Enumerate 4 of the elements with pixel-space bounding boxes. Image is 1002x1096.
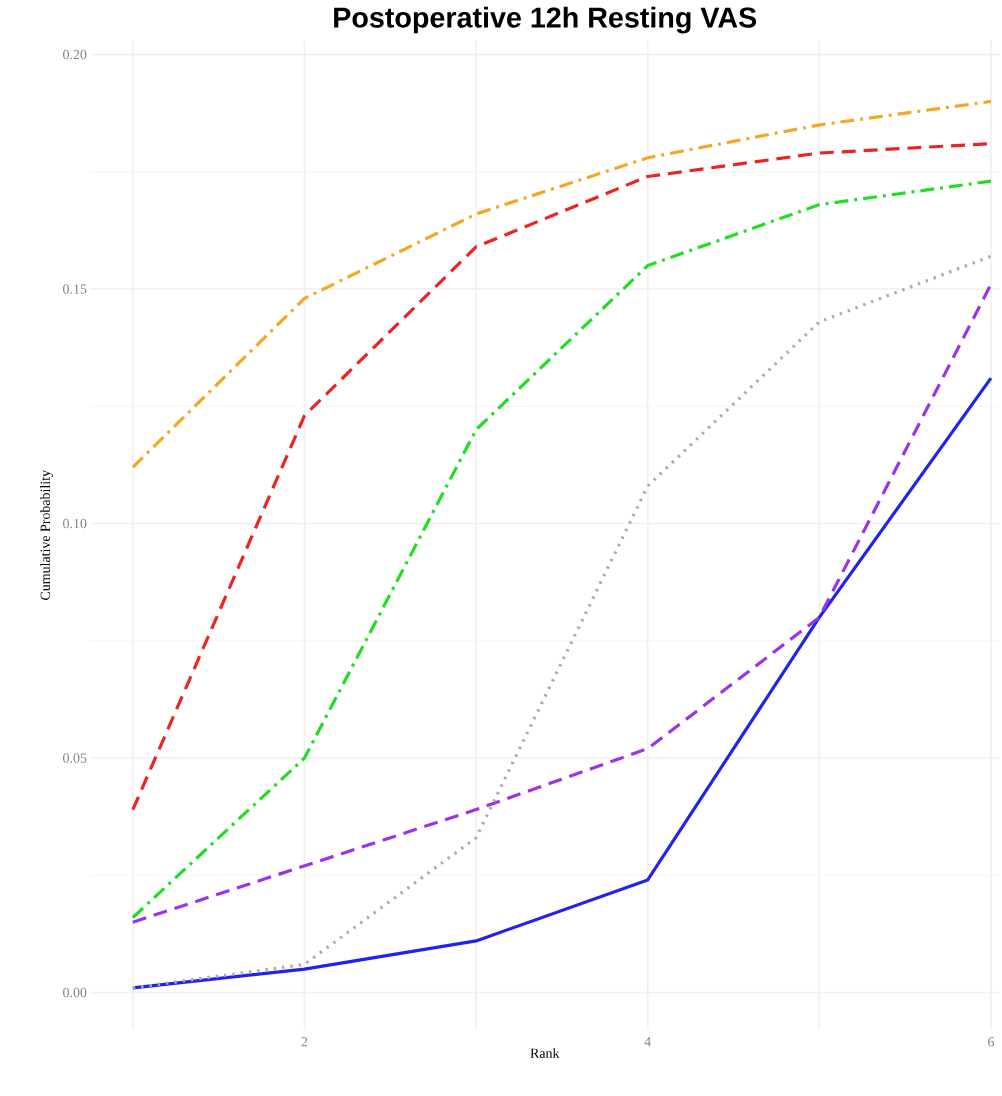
line-series [131, 376, 993, 990]
chart-title: Postoperative 12h Resting VAS [334, 6, 757, 34]
line-series [131, 99, 993, 469]
line-series [131, 142, 993, 812]
